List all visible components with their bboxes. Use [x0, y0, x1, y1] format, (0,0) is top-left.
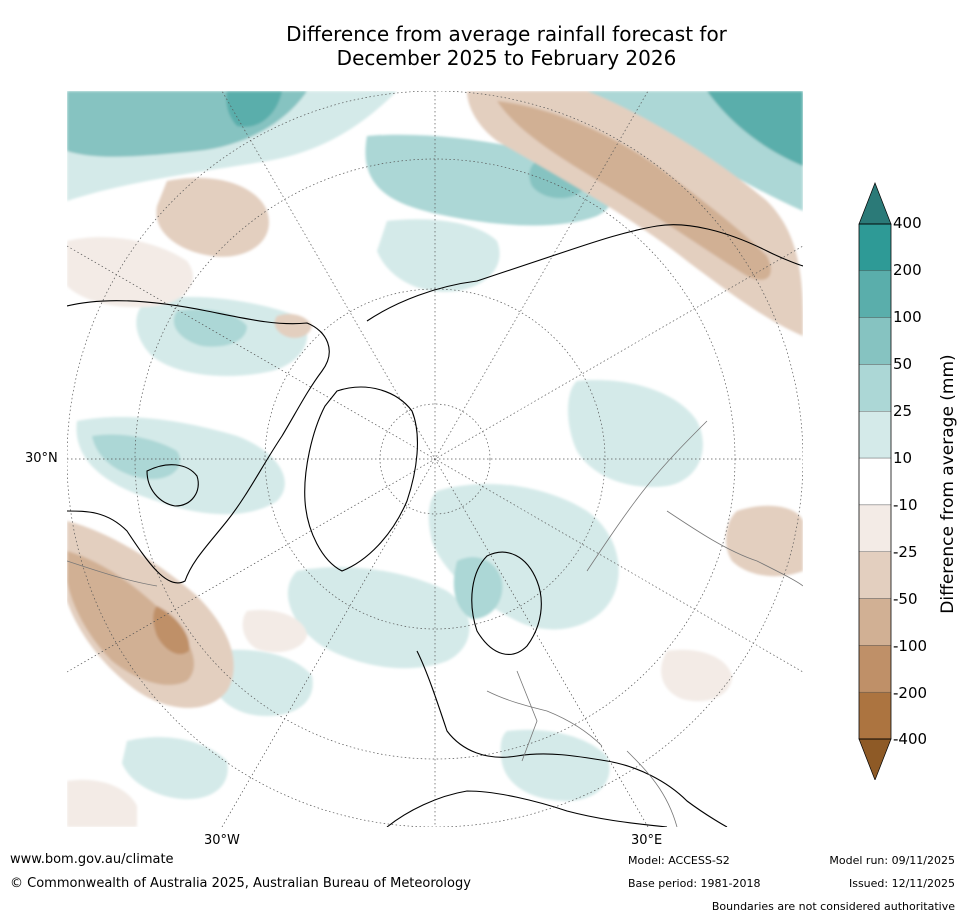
- dry-region-bottom-left: [67, 779, 137, 827]
- issued-date: Issued: 12/11/2025: [848, 877, 955, 890]
- latitude-label-30n: 30°N: [25, 451, 58, 466]
- colorbar-tick-label: 10: [893, 449, 913, 467]
- colorbar-tick-label: -200: [893, 684, 928, 702]
- dry-region-kamchatka: [67, 237, 193, 308]
- latitude-circle-60n: [264, 288, 606, 630]
- title-line-1: Difference from average rainfall forecas…: [286, 22, 727, 46]
- dry-region-mid-atlantic: [242, 610, 307, 653]
- colorbar-band: [858, 364, 892, 412]
- dry-region-alaska-coast: [274, 314, 312, 338]
- colorbar-tick-label: -100: [893, 637, 928, 655]
- colorbar-tick-label: -10: [893, 496, 918, 514]
- border-middle-east: [626, 750, 678, 827]
- map-svg: [67, 91, 803, 827]
- wet-region-mediterranean: [500, 729, 610, 801]
- border-russia-west: [586, 420, 708, 572]
- website-link[interactable]: www.bom.gov.au/climate: [10, 852, 174, 867]
- dry-region-north-pacific: [156, 177, 269, 257]
- european-coast: [416, 650, 728, 827]
- north-america-coast: [67, 300, 330, 584]
- border-europe-b: [516, 670, 538, 762]
- base-period: Base period: 1981-2018: [628, 877, 761, 890]
- colorbar-band: [858, 223, 892, 272]
- colorbar-band: [858, 411, 892, 459]
- wet-region-west-atlantic: [122, 737, 228, 800]
- colorbar-band: [858, 270, 892, 318]
- dry-region-caspian: [661, 649, 732, 702]
- longitude-label-30e: 30°E: [631, 833, 663, 848]
- colorbar-underflow-arrow: [858, 738, 892, 780]
- boundaries-disclaimer: Boundaries are not considered authoritat…: [711, 900, 955, 913]
- model-run-date: Model run: 09/11/2025: [829, 854, 955, 867]
- dry-region-siberia-core: [497, 101, 771, 280]
- colorbar-outline: [858, 223, 892, 740]
- eurasia-arctic-coast: [366, 224, 803, 322]
- graticule: [67, 91, 803, 827]
- colorbar-title: Difference from average (mm): [938, 354, 958, 614]
- meridian-60e: [67, 245, 803, 673]
- colorbar-band: [858, 598, 892, 646]
- border-central-asia: [666, 510, 803, 587]
- model-name: Model: ACCESS-S2: [628, 854, 730, 867]
- colorbar-band: [858, 457, 892, 506]
- colorbar-band: [858, 691, 892, 740]
- colorbar-band: [858, 504, 892, 552]
- dry-region-east-us-peak: [153, 606, 190, 655]
- coastlines: [67, 224, 803, 827]
- copyright-text: © Commonwealth of Australia 2025, Austra…: [10, 876, 471, 891]
- wet-region-scandinavia-core: [453, 557, 503, 619]
- colorbar-tick-label: 50: [893, 355, 913, 373]
- colorbar-tick-label: -400: [893, 730, 928, 748]
- colorbar-overflow-arrow: [858, 182, 892, 225]
- colorbar-tick-label: -50: [893, 590, 918, 608]
- colorbar-tick-label: 400: [893, 214, 922, 232]
- national-borders: [67, 420, 803, 827]
- hudson-bay-coast: [146, 464, 199, 507]
- border-europe-a: [486, 690, 603, 747]
- colorbar-tick-label: -25: [893, 543, 918, 561]
- colorbar-tick-label: 25: [893, 402, 913, 420]
- wet-region-north-atlantic: [287, 567, 470, 669]
- dry-region-siberia-band: [467, 91, 803, 336]
- wet-region-arctic-ocean: [377, 219, 500, 292]
- chart-title: Difference from average rainfall forecas…: [200, 22, 813, 70]
- border-us-canada: [67, 560, 158, 587]
- wet-region-top-right-core: [707, 91, 803, 166]
- wet-region-north-pacific-peak: [226, 91, 282, 127]
- scandinavia-coast: [471, 551, 542, 655]
- title-line-2: December 2025 to February 2026: [336, 46, 677, 70]
- colorbar-tick-label: 200: [893, 261, 922, 279]
- greenland-coast: [304, 386, 418, 572]
- wet-region-mid-atlantic: [212, 649, 313, 716]
- dry-region-east-asia: [725, 505, 803, 577]
- anomaly-fields: [67, 91, 803, 827]
- longitude-label-30w: 30°W: [204, 833, 240, 848]
- rainfall-anomaly-map: [67, 91, 803, 827]
- dry-region-east-us-core: [67, 551, 195, 685]
- africa-coast: [386, 790, 668, 827]
- colorbar-band: [858, 317, 892, 365]
- colorbar-band: [858, 645, 892, 693]
- colorbar-band: [858, 551, 892, 599]
- wet-region-canada-core: [92, 434, 181, 480]
- colorbar-tick-label: 100: [893, 308, 922, 326]
- colorbar: [858, 182, 892, 780]
